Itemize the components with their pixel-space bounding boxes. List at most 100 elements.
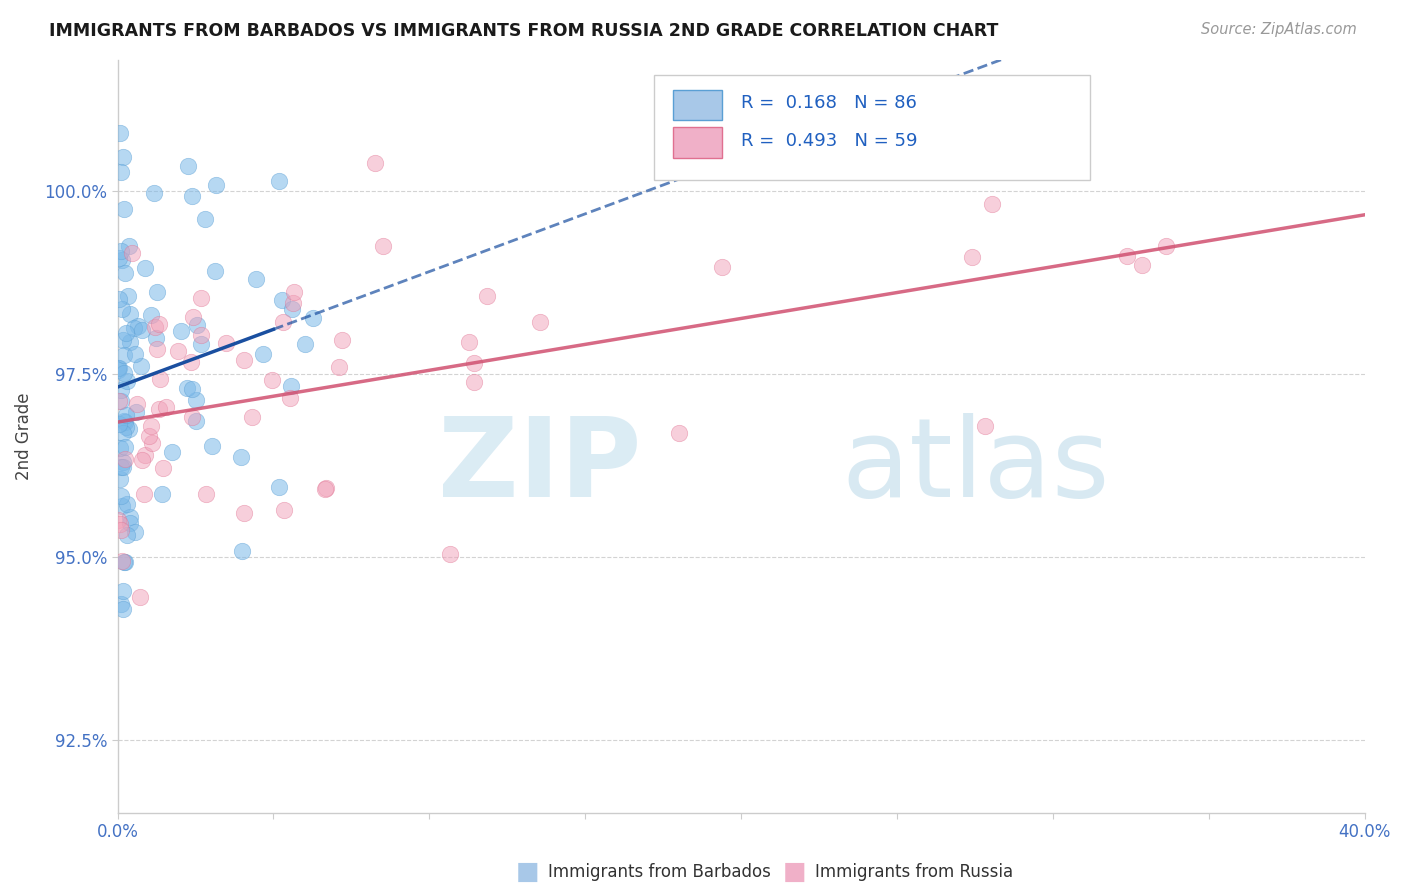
Point — [150, 486, 173, 500]
Point — [960, 250, 983, 264]
Point — [184, 414, 207, 428]
Point — [108, 472, 131, 486]
Point — [112, 348, 135, 362]
Point — [118, 239, 141, 253]
Point — [330, 333, 353, 347]
Point — [205, 178, 228, 192]
Point — [110, 244, 132, 258]
Point — [112, 202, 135, 217]
Point — [981, 197, 1004, 211]
Point — [134, 486, 156, 500]
Point — [439, 547, 461, 561]
Point — [107, 361, 129, 376]
Point — [231, 544, 253, 558]
FancyBboxPatch shape — [672, 90, 723, 120]
Point — [215, 335, 238, 350]
Point — [129, 359, 152, 373]
Point — [176, 380, 198, 394]
Text: IMMIGRANTS FROM BARBADOS VS IMMIGRANTS FROM RUSSIA 2ND GRADE CORRELATION CHART: IMMIGRANTS FROM BARBADOS VS IMMIGRANTS F… — [49, 22, 998, 40]
Point — [267, 480, 290, 494]
Point — [232, 507, 254, 521]
Point — [155, 400, 177, 414]
Text: Immigrants from Russia: Immigrants from Russia — [815, 863, 1014, 881]
Point — [193, 212, 215, 227]
Point — [294, 337, 316, 351]
Point — [141, 435, 163, 450]
Point — [111, 601, 134, 615]
Point — [111, 460, 134, 475]
Point — [190, 327, 212, 342]
Point — [107, 417, 129, 432]
Point — [122, 320, 145, 334]
Point — [110, 393, 132, 408]
Point — [108, 516, 131, 531]
Point — [111, 583, 134, 598]
Point — [138, 428, 160, 442]
Point — [141, 309, 163, 323]
Point — [112, 555, 135, 569]
Point — [127, 397, 149, 411]
Point — [131, 452, 153, 467]
Point — [134, 260, 156, 275]
Point — [124, 524, 146, 539]
Point — [194, 487, 217, 501]
Point — [180, 189, 202, 203]
Point — [107, 393, 129, 408]
Point — [115, 528, 138, 542]
Point — [124, 347, 146, 361]
Point — [115, 497, 138, 511]
Point — [108, 126, 131, 140]
Text: atlas: atlas — [841, 413, 1109, 520]
Point — [134, 448, 156, 462]
Point — [146, 342, 169, 356]
Point — [245, 272, 267, 286]
Point — [240, 410, 263, 425]
Point — [111, 455, 134, 469]
Point — [280, 391, 302, 405]
Point — [111, 426, 134, 441]
Point — [363, 155, 385, 169]
Point — [120, 516, 142, 530]
Point — [711, 260, 734, 274]
FancyBboxPatch shape — [654, 75, 1091, 180]
Point — [180, 409, 202, 424]
Point — [112, 413, 135, 427]
Point — [186, 318, 208, 333]
Point — [149, 372, 172, 386]
Point — [314, 483, 336, 497]
Point — [111, 150, 134, 164]
Point — [280, 302, 302, 317]
Point — [315, 481, 337, 495]
Text: R =  0.168   N = 86: R = 0.168 N = 86 — [741, 95, 917, 112]
Point — [107, 363, 129, 377]
Point — [112, 366, 135, 380]
Point — [108, 360, 131, 375]
Point — [167, 344, 190, 359]
Point — [190, 291, 212, 305]
Point — [110, 383, 132, 397]
Point — [111, 499, 134, 513]
Point — [190, 336, 212, 351]
Point — [180, 355, 202, 369]
Point — [148, 402, 170, 417]
Text: ZIP: ZIP — [439, 413, 641, 520]
Point — [283, 285, 305, 299]
Point — [463, 356, 485, 370]
Point — [233, 352, 256, 367]
Point — [204, 264, 226, 278]
Point — [114, 416, 136, 430]
Point — [145, 331, 167, 345]
Point — [273, 503, 295, 517]
Point — [110, 441, 132, 455]
Point — [129, 591, 152, 605]
Point — [118, 421, 141, 435]
Point — [152, 460, 174, 475]
Point — [110, 597, 132, 611]
Point — [302, 311, 325, 326]
Point — [668, 425, 690, 440]
Point — [110, 165, 132, 179]
Text: ■: ■ — [516, 861, 538, 884]
Point — [181, 310, 204, 324]
Point — [143, 320, 166, 334]
Point — [110, 523, 132, 537]
